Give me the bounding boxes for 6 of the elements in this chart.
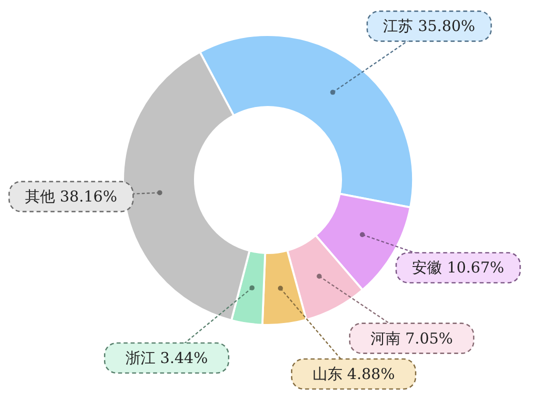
slice-label: 安徽 10.67%	[412, 258, 504, 277]
slice-label: 江苏 35.80%	[383, 17, 476, 36]
slice-label: 其他 38.16%	[25, 188, 118, 206]
slice-label: 河南 7.05%	[370, 329, 453, 348]
slice-label: 浙江 3.44%	[125, 349, 208, 367]
slice-label: 山东 4.88%	[312, 365, 395, 383]
